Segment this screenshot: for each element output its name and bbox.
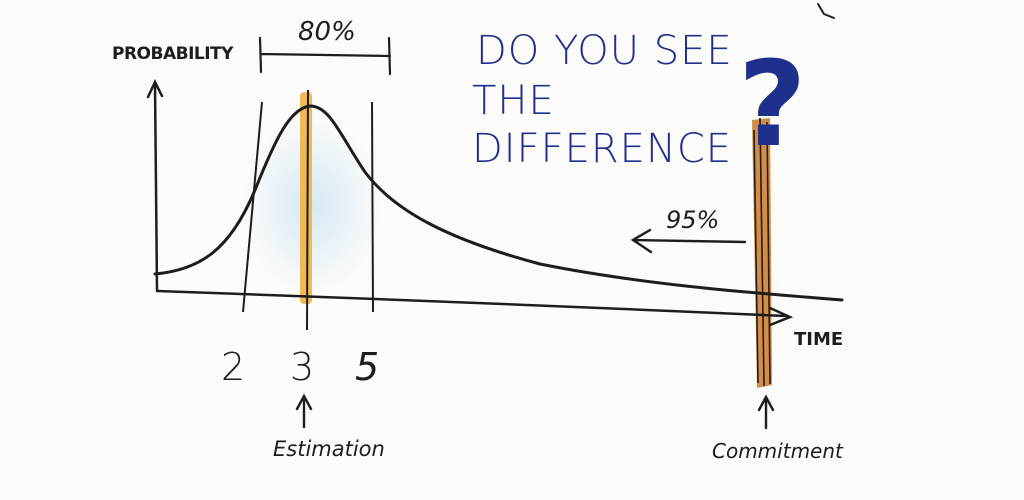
y-axis-arrowhead <box>146 79 164 99</box>
estimation-line <box>306 89 309 331</box>
x-axis <box>155 289 788 318</box>
tick-label-3: 3 <box>290 345 314 389</box>
commitment-label: Commitment <box>712 439 844 463</box>
question-mark: ? <box>738 35 806 173</box>
commitment-line <box>753 117 771 387</box>
commitment-arrow <box>757 394 775 430</box>
interval-line-upper <box>371 101 374 313</box>
y-axis-label: PROBABILITY <box>112 44 234 64</box>
tick-label-2: 2 <box>221 345 245 389</box>
question-line-3: DIFFERENCE <box>472 126 732 172</box>
tick-label-5: 5 <box>355 345 379 389</box>
interval-bracket <box>258 36 392 76</box>
question-line-1: DO YOU SEE <box>476 28 733 74</box>
estimation-label: Estimation <box>273 437 385 461</box>
left-arrow <box>630 228 747 254</box>
x-axis-label: TIME <box>794 329 843 350</box>
interval-line-lower <box>242 101 263 313</box>
estimation-highlight <box>300 92 312 304</box>
commitment-percent: 95% <box>666 206 719 234</box>
estimation-arrow <box>295 393 313 429</box>
probability-curve <box>153 104 844 302</box>
x-axis-arrowhead <box>768 306 794 327</box>
interval-percent: 80% <box>298 17 356 47</box>
question-line-2: THE <box>472 78 555 124</box>
stray-mark <box>817 3 835 19</box>
y-axis <box>153 82 159 292</box>
